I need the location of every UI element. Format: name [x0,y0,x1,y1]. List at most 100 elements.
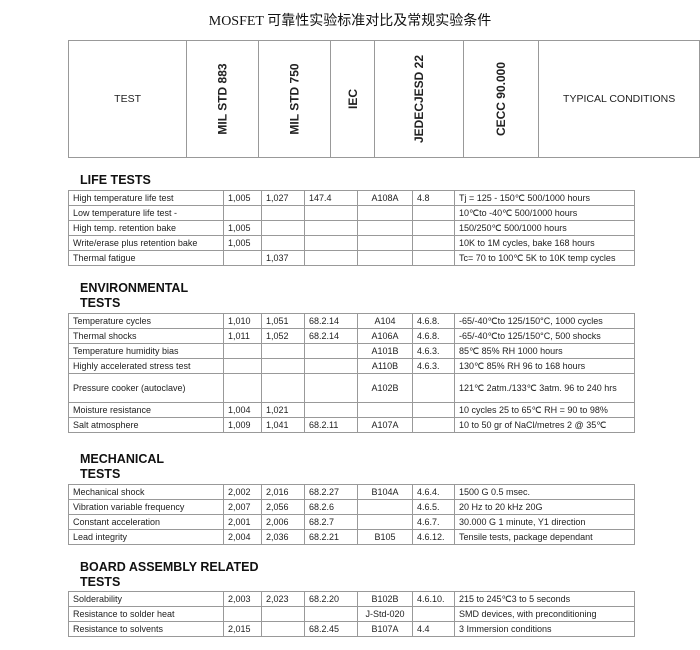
cell-cecc [412,373,455,403]
cell-test: Resistance to solvents [68,621,224,637]
cell-conditions: 10 cycles 25 to 65℃ RH = 90 to 98% [454,402,635,418]
header-iec: IEC [345,88,360,110]
cell-mil750 [261,606,305,622]
cell-conditions: 85℃ 85% RH 1000 hours [454,343,635,359]
cell-conditions: 10 to 50 gr of NaCl/metres 2 @ 35℃ [454,417,635,433]
table-row: Moisture resistance 1,004 1,021 10 cycles 2… [68,402,635,418]
cell-test: Salt atmosphere [68,417,224,433]
cell-iec: 68.2.11 [304,417,358,433]
cell-mil750 [261,621,305,637]
cell-jedec [357,402,413,418]
cell-cecc: 4.6.4. [412,484,455,500]
cell-mil750: 2,023 [261,591,305,607]
cell-jedec: A106A [357,328,413,344]
table-row: Thermal shocks 1,011 1,052 68.2.14 A106A 4.6.… [68,328,635,344]
cell-mil883 [223,205,262,221]
table-row: Constant acceleration 2,001 2,006 68.2.7 4.6… [68,514,635,530]
cell-cecc: 4.6.8. [412,313,455,329]
cell-cecc [412,220,455,236]
section-heading-line: TESTS [80,467,121,481]
cell-mil883: 2,001 [223,514,262,530]
cell-mil750: 1,021 [261,402,305,418]
page-title: MOSFET 可靠性实验标准对比及常规实验条件 [208,14,492,29]
cell-conditions: 10℃to -40℃ 500/1000 hours [454,205,635,221]
cell-conditions: Tj = 125 - 150℃ 500/1000 hours [454,190,635,206]
cell-iec: 68.2.20 [304,591,358,607]
cell-test: Low temperature life test - [68,205,224,221]
cell-conditions: -65/-40℃to 125/150°C, 1000 cycles [454,313,635,329]
cell-mil883: 2,002 [223,484,262,500]
cell-iec [304,235,358,251]
section-heading: ENVIRONMENTAL TESTS [80,281,188,311]
header-mil-std-883: MIL STD 883 [215,63,230,135]
cell-test: Pressure cooker (autoclave) [68,373,224,403]
cell-mil883 [223,250,262,266]
cell-cecc: 4.6.3. [412,343,455,359]
cell-conditions: Tensile tests, package dependant [454,529,635,545]
cell-conditions: 3 Immersion conditions [454,621,635,637]
table-row: High temperature life test 1,005 1,027 147.… [68,190,635,206]
cell-mil883 [223,358,262,374]
cell-jedec: B104A [357,484,413,500]
cell-jedec [357,220,413,236]
cell-mil750: 1,037 [261,250,305,266]
table-row: Low temperature life test - 10℃to -40℃ 50… [68,205,635,221]
header-test: TEST [67,40,188,158]
cell-mil883: 1,005 [223,220,262,236]
table-row: Write/erase plus retention bake 1,005 10K … [68,235,635,251]
cell-conditions: Tc= 70 to 100℃ 5K to 10K temp cycles [454,250,635,266]
cell-iec: 147.4 [304,190,358,206]
cell-iec [304,343,358,359]
cell-iec: 68.2.14 [304,313,358,329]
cell-cecc: 4.6.12. [412,529,455,545]
header-conditions: TYPICAL CONDITIONS [538,40,700,158]
cell-mil750: 2,016 [261,484,305,500]
cell-test: Temperature humidity bias [68,343,224,359]
cell-iec: 68.2.21 [304,529,358,545]
cell-cecc [412,250,455,266]
cell-jedec: A107A [357,417,413,433]
cell-iec: 68.2.14 [304,328,358,344]
cell-test: Thermal fatigue [68,250,224,266]
section-heading-line: ENVIRONMENTAL [80,281,189,295]
cell-jedec: A104 [357,313,413,329]
cell-jedec: A101B [357,343,413,359]
cell-test: Write/erase plus retention bake [68,235,224,251]
cell-iec [304,358,358,374]
cell-mil750 [261,235,305,251]
cell-mil750 [261,205,305,221]
cell-jedec: J-Std-020 [357,606,413,622]
cell-cecc: 4.6.7. [412,514,455,530]
cell-jedec: B107A [357,621,413,637]
cell-jedec: B105 [357,529,413,545]
header-jedec: JEDECJESD 22 [412,54,427,144]
cell-mil883: 2,004 [223,529,262,545]
cell-cecc: 4.8 [412,190,455,206]
cell-test: Constant acceleration [68,514,224,530]
cell-mil750: 1,051 [261,313,305,329]
cell-mil883: 1,011 [223,328,262,344]
cell-mil883: 1,005 [223,235,262,251]
section-table: Mechanical shock 2,002 2,016 68.2.27 B104A 4.… [68,484,635,545]
table-row: Solderability 2,003 2,023 68.2.20 B102B 4.6.1… [68,591,635,607]
cell-conditions: 1500 G 0.5 msec. [454,484,635,500]
cell-conditions: 215 to 245℃3 to 5 seconds [454,591,635,607]
cell-conditions: 130℃ 85% RH 96 to 168 hours [454,358,635,374]
cell-iec: 68.2.6 [304,499,358,515]
cell-mil750: 2,056 [261,499,305,515]
cell-conditions: 30.000 G 1 minute, Y1 direction [454,514,635,530]
header-table: TEST MIL STD 883 MIL STD 750 IEC JEDECJE… [67,40,700,158]
section-heading-line: LIFE TESTS [80,173,151,187]
cell-mil883: 2,007 [223,499,262,515]
cell-test: High temperature life test [68,190,224,206]
cell-conditions: 10K to 1M cycles, bake 168 hours [454,235,635,251]
cell-test: High temp. retention bake [68,220,224,236]
cell-mil883 [223,343,262,359]
section-table: High temperature life test 1,005 1,027 147.… [68,190,635,266]
cell-mil883: 1,004 [223,402,262,418]
cell-conditions: 121℃ 2atm./133℃ 3atm. 96 to 240 hrs [454,373,635,403]
cell-mil883: 1,010 [223,313,262,329]
cell-mil883 [223,606,262,622]
table-row: Salt atmosphere 1,009 1,041 68.2.11 A107A 10 … [68,417,635,433]
cell-jedec: A108A [357,190,413,206]
